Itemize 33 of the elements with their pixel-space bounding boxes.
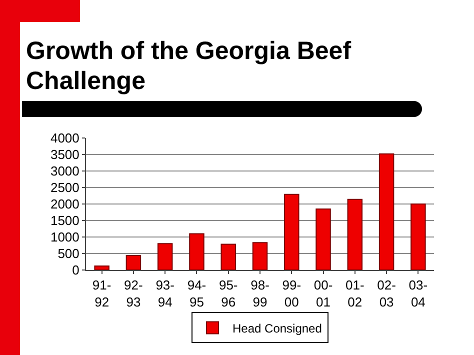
x-tick-label: 99-00 — [282, 278, 302, 310]
bar — [220, 244, 236, 270]
y-tick-label: 3500 — [50, 147, 80, 162]
x-tick-label: 01-02 — [346, 278, 364, 310]
x-tick-label: 91-92 — [92, 278, 112, 310]
bar — [252, 242, 268, 270]
y-tick-label: 3000 — [50, 164, 80, 179]
bar — [189, 233, 204, 270]
x-tick-label: 94-95 — [187, 278, 206, 310]
x-tick-label: 93-94 — [156, 278, 174, 310]
bar — [410, 204, 426, 270]
y-tick-label: 2000 — [50, 196, 80, 212]
x-tick-label: 00-01 — [314, 278, 333, 310]
bar — [94, 266, 110, 270]
x-tick-label: 95-96 — [218, 278, 238, 310]
chart-title: Growth of the Georgia Beef Challenge — [26, 36, 352, 96]
x-tick-label: 98-99 — [250, 278, 270, 310]
y-tick-label: 2500 — [50, 180, 80, 196]
y-tick-label: 0 — [72, 262, 80, 278]
bar — [378, 153, 394, 270]
x-tick-label: 02-03 — [377, 278, 396, 310]
x-tick-label: 92-93 — [124, 278, 143, 310]
bar — [316, 208, 331, 270]
y-tick-label: 1500 — [50, 213, 80, 228]
y-tick-label: 1000 — [50, 230, 80, 245]
bar — [157, 243, 173, 270]
bar — [284, 194, 300, 270]
y-tick-label: 500 — [58, 246, 80, 262]
y-tick-label: 4000 — [50, 130, 80, 146]
legend-label: Head Consigned — [232, 321, 322, 336]
x-tick-label: 03-04 — [408, 278, 428, 310]
bar — [126, 254, 142, 270]
bar — [347, 198, 363, 270]
